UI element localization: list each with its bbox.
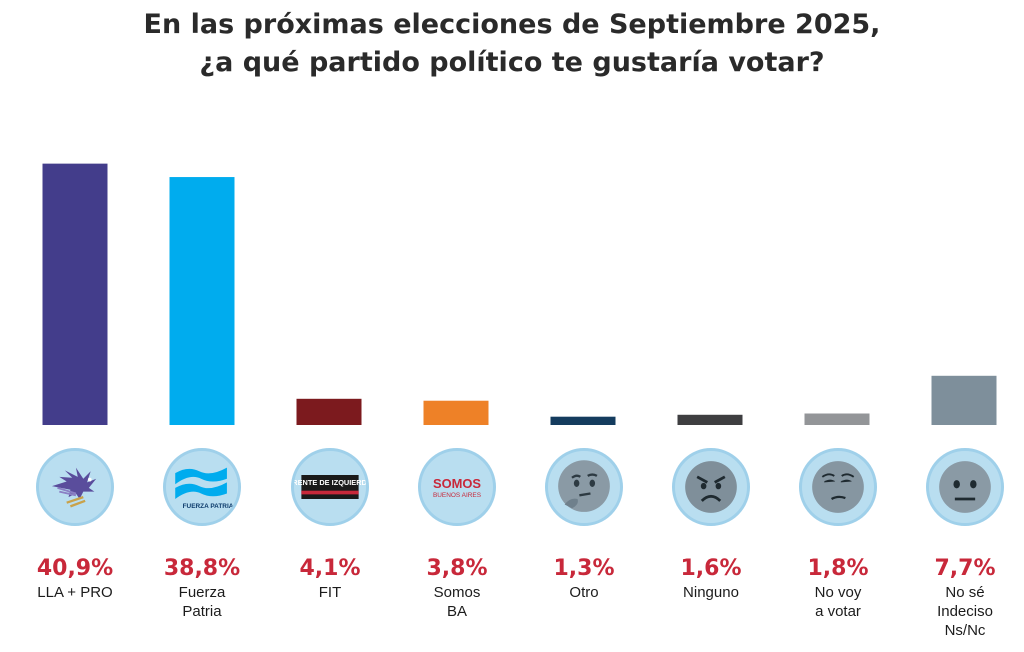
bar-6 [804, 413, 870, 425]
chart-title-line-1: En las próximas elecciones de Septiembre… [143, 9, 881, 40]
chart-title-line-2: ¿a qué partido político te gustaría vota… [199, 47, 825, 78]
eagle-logo-icon [36, 448, 114, 526]
chart-title: En las próximas elecciones de Septiembre… [0, 6, 1024, 82]
category-col-no-voy: 1,8% No voy a votar [775, 448, 901, 652]
fit-logo-text: FRENTE DE IZQUIERDA [294, 478, 366, 487]
category-col-indeciso: 7,7% No sé Indeciso Ns/Nc [902, 448, 1024, 652]
value-label: 7,7% [934, 556, 996, 581]
category-label: No sé Indeciso Ns/Nc [937, 584, 993, 639]
category-label: No voy a votar [814, 584, 862, 620]
category-col-otro: 1,3% Otro [521, 448, 647, 652]
bar-2 [296, 398, 362, 425]
category-label: Fuerza Patria [178, 584, 226, 620]
category-col-lla: 40,9% LLA + PRO [12, 448, 138, 652]
bar-5 [677, 414, 743, 425]
bar-1 [169, 177, 235, 425]
bar-4 [550, 416, 616, 425]
category-col-ninguno: 1,6% Ninguno [648, 448, 774, 652]
bar-chart [42, 163, 997, 425]
bar-0 [42, 163, 108, 425]
angry-face-icon [672, 448, 750, 526]
frente-izquierda-logo-icon: FRENTE DE IZQUIERDA [291, 448, 369, 526]
thinking-face-icon [545, 448, 623, 526]
value-label: 40,9% [36, 556, 114, 581]
category-col-fuerza-patria: FUERZA PATRIA 38,8% Fuerza Patria [139, 448, 265, 652]
somos-buenos-aires-logo-icon: SOMOS BUENOS AIRES [418, 448, 496, 526]
bar-3 [423, 400, 489, 425]
value-label: 3,8% [426, 556, 488, 581]
value-label: 4,1% [299, 556, 361, 581]
category-label: LLA + PRO [37, 584, 113, 601]
value-label: 1,3% [553, 556, 615, 581]
category-col-fit: FRENTE DE IZQUIERDA 4,1% FIT [267, 448, 393, 652]
fuerza-patria-logo-icon: FUERZA PATRIA [163, 448, 241, 526]
category-label: Somos BA [433, 584, 481, 620]
bar-7 [931, 375, 997, 425]
category-label: Otro [569, 584, 599, 601]
somos-logo-top: SOMOS [433, 476, 481, 491]
category-label: FIT [318, 584, 342, 601]
neutral-face-icon [926, 448, 1004, 526]
value-label: 38,8% [163, 556, 241, 581]
value-label: 1,6% [680, 556, 742, 581]
value-label: 1,8% [807, 556, 869, 581]
unamused-face-icon [799, 448, 877, 526]
fuerza-patria-logo-text: FUERZA PATRIA [183, 503, 234, 510]
somos-logo-bottom: BUENOS AIRES [433, 492, 482, 499]
category-col-somos-ba: SOMOS BUENOS AIRES 3,8% Somos BA [394, 448, 520, 652]
category-label: Ninguno [683, 584, 739, 601]
